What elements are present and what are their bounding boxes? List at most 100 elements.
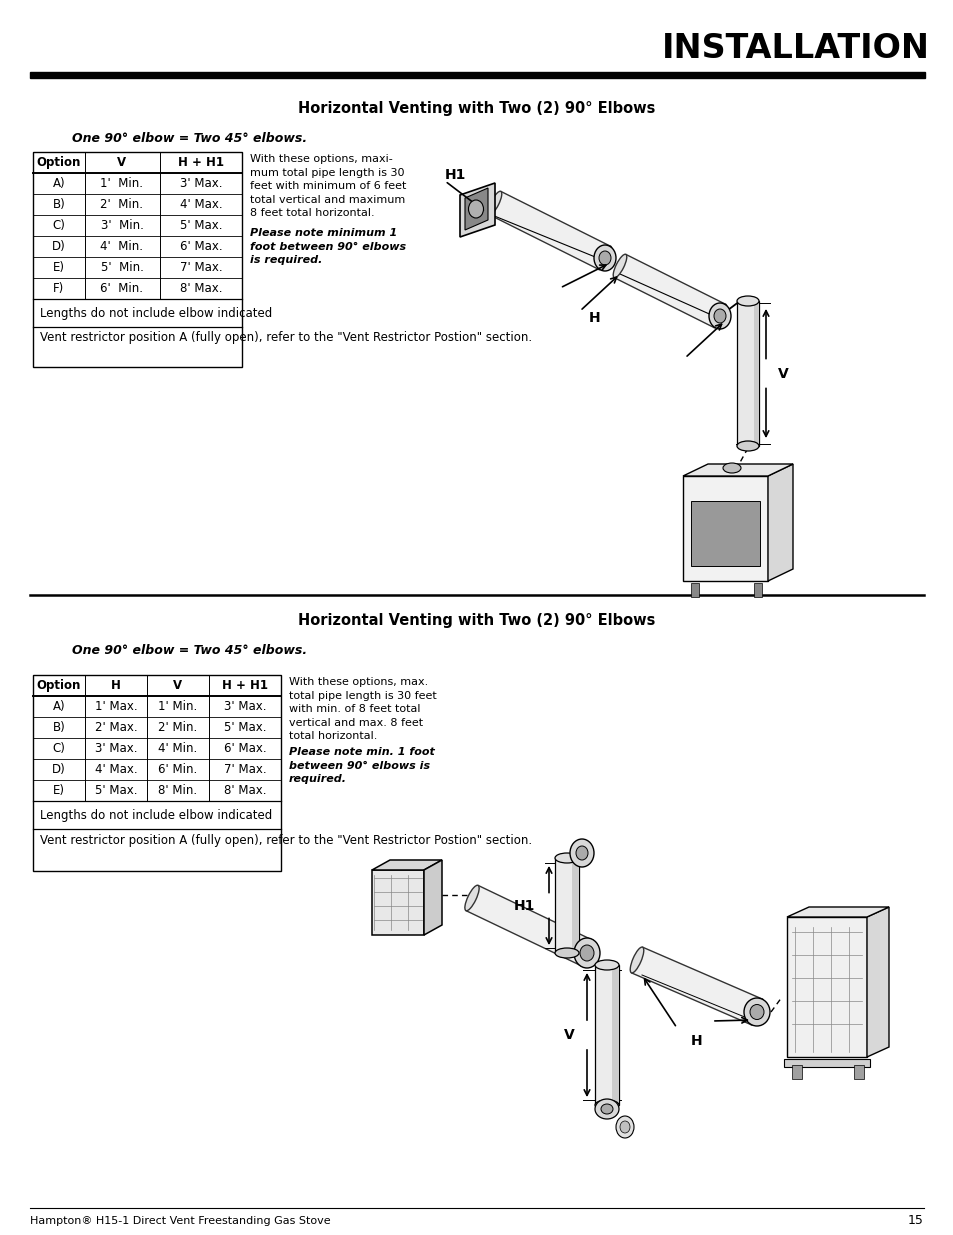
Ellipse shape (630, 947, 643, 973)
Ellipse shape (595, 960, 618, 969)
Text: Horizontal Venting with Two (2) 90° Elbows: Horizontal Venting with Two (2) 90° Elbo… (298, 613, 655, 627)
Ellipse shape (595, 1099, 618, 1119)
Bar (753, 583, 761, 597)
Bar (572, 858, 578, 953)
Ellipse shape (619, 1121, 629, 1132)
Text: 5' Max.: 5' Max. (179, 219, 222, 232)
Ellipse shape (569, 839, 594, 867)
Polygon shape (459, 183, 495, 237)
Bar (33, 152, 242, 367)
Text: 8' Max.: 8' Max. (179, 282, 222, 295)
Ellipse shape (555, 853, 578, 863)
Text: 3'  Min.: 3' Min. (100, 219, 143, 232)
Text: 6' Max.: 6' Max. (179, 240, 222, 253)
Bar (853, 1065, 863, 1079)
Ellipse shape (600, 1104, 613, 1114)
Text: 6' Min.: 6' Min. (158, 763, 197, 776)
Text: H + H1: H + H1 (222, 679, 268, 692)
Text: Please note min. 1 foot
between 90° elbows is
required.: Please note min. 1 foot between 90° elbo… (289, 747, 435, 784)
Polygon shape (866, 906, 888, 1057)
Polygon shape (489, 191, 610, 269)
Text: 2' Max.: 2' Max. (94, 721, 137, 734)
Text: 3' Max.: 3' Max. (224, 700, 266, 713)
Text: H1: H1 (444, 168, 465, 182)
Bar (783, 1058, 869, 1067)
Polygon shape (682, 464, 792, 475)
Text: 7' Max.: 7' Max. (223, 763, 266, 776)
Polygon shape (786, 906, 888, 918)
Text: 1'  Min.: 1' Min. (100, 177, 143, 190)
Ellipse shape (713, 309, 725, 324)
Text: 5' Max.: 5' Max. (94, 784, 137, 797)
Bar (555, 858, 578, 953)
Text: With these options, max.
total pipe length is 30 feet
with min. of 8 feet total
: With these options, max. total pipe leng… (289, 677, 436, 741)
Text: V: V (778, 367, 788, 380)
Text: 4' Max.: 4' Max. (179, 198, 222, 211)
Ellipse shape (595, 1100, 618, 1110)
Text: V: V (173, 679, 182, 692)
Text: Lengths do not include elbow indicated: Lengths do not include elbow indicated (40, 306, 272, 320)
Bar (595, 965, 618, 1105)
Ellipse shape (576, 846, 587, 860)
Text: 2' Min.: 2' Min. (158, 721, 197, 734)
Bar (791, 1065, 801, 1079)
Ellipse shape (616, 1116, 634, 1137)
Text: H: H (111, 679, 121, 692)
Polygon shape (423, 860, 441, 935)
Ellipse shape (464, 885, 478, 910)
Bar (753, 301, 759, 446)
Text: One 90° elbow = Two 45° elbows.: One 90° elbow = Two 45° elbows. (72, 131, 307, 144)
Text: INSTALLATION: INSTALLATION (661, 32, 929, 64)
Ellipse shape (722, 463, 740, 473)
Polygon shape (786, 918, 866, 1057)
Polygon shape (682, 475, 767, 580)
Text: 5'  Min.: 5' Min. (100, 261, 143, 274)
Text: With these options, maxi-
mum total pipe length is 30
feet with minimum of 6 fee: With these options, maxi- mum total pipe… (250, 154, 406, 219)
Polygon shape (631, 947, 761, 1025)
Text: 6' Max.: 6' Max. (223, 742, 266, 755)
Text: Please note minimum 1
foot between 90° elbows
is required.: Please note minimum 1 foot between 90° e… (250, 228, 406, 266)
Ellipse shape (613, 254, 626, 278)
Ellipse shape (737, 441, 759, 451)
Text: C): C) (52, 742, 66, 755)
Text: H + H1: H + H1 (178, 156, 224, 169)
Text: One 90° elbow = Two 45° elbows.: One 90° elbow = Two 45° elbows. (72, 643, 307, 657)
Text: A): A) (52, 177, 65, 190)
Ellipse shape (488, 191, 501, 215)
Ellipse shape (749, 999, 763, 1025)
Text: Option: Option (37, 679, 81, 692)
Ellipse shape (555, 948, 578, 958)
Text: A): A) (52, 700, 65, 713)
Polygon shape (372, 860, 441, 869)
Bar (33, 676, 281, 871)
Ellipse shape (468, 200, 483, 219)
Text: 15: 15 (907, 1214, 923, 1228)
Text: 3' Max.: 3' Max. (94, 742, 137, 755)
Ellipse shape (749, 1004, 763, 1020)
Bar (30, 72, 924, 78)
Text: F): F) (53, 282, 65, 295)
Ellipse shape (579, 945, 594, 961)
Ellipse shape (574, 939, 599, 968)
Ellipse shape (598, 251, 610, 266)
Text: H1: H1 (513, 899, 535, 913)
Text: Horizontal Venting with Two (2) 90° Elbows: Horizontal Venting with Two (2) 90° Elbo… (298, 100, 655, 116)
Text: 1' Max.: 1' Max. (94, 700, 137, 713)
Text: 3' Max.: 3' Max. (179, 177, 222, 190)
Text: V: V (117, 156, 127, 169)
Text: Lengths do not include elbow indicated: Lengths do not include elbow indicated (40, 809, 272, 821)
Text: Hampton® H15-1 Direct Vent Freestanding Gas Stove: Hampton® H15-1 Direct Vent Freestanding … (30, 1216, 331, 1226)
Text: Vent restrictor position A (fully open), refer to the "Vent Restrictor Postion" : Vent restrictor position A (fully open),… (40, 834, 532, 847)
Bar (737, 301, 759, 446)
Polygon shape (464, 188, 488, 230)
Text: 8' Min.: 8' Min. (158, 784, 197, 797)
Text: V: V (563, 1028, 575, 1042)
Text: H: H (589, 311, 600, 325)
Text: Option: Option (37, 156, 81, 169)
Ellipse shape (743, 998, 769, 1026)
Text: 6'  Min.: 6' Min. (100, 282, 143, 295)
Polygon shape (767, 464, 792, 580)
Bar (690, 583, 699, 597)
Text: B): B) (52, 721, 66, 734)
Text: E): E) (53, 784, 65, 797)
